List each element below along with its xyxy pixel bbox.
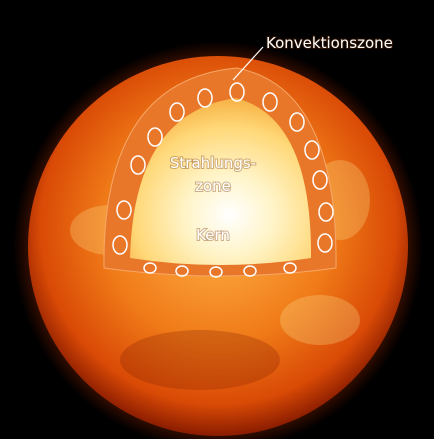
sun-diagram: Konvektionszone Strahlungs- zone Kern bbox=[0, 0, 434, 439]
label-radiation-zone: zone bbox=[195, 177, 231, 195]
label-radiation-zone: Strahlungs- bbox=[170, 154, 256, 172]
label-core: Kern bbox=[196, 226, 230, 244]
label-convection-zone: Konvektionszone bbox=[266, 34, 393, 52]
